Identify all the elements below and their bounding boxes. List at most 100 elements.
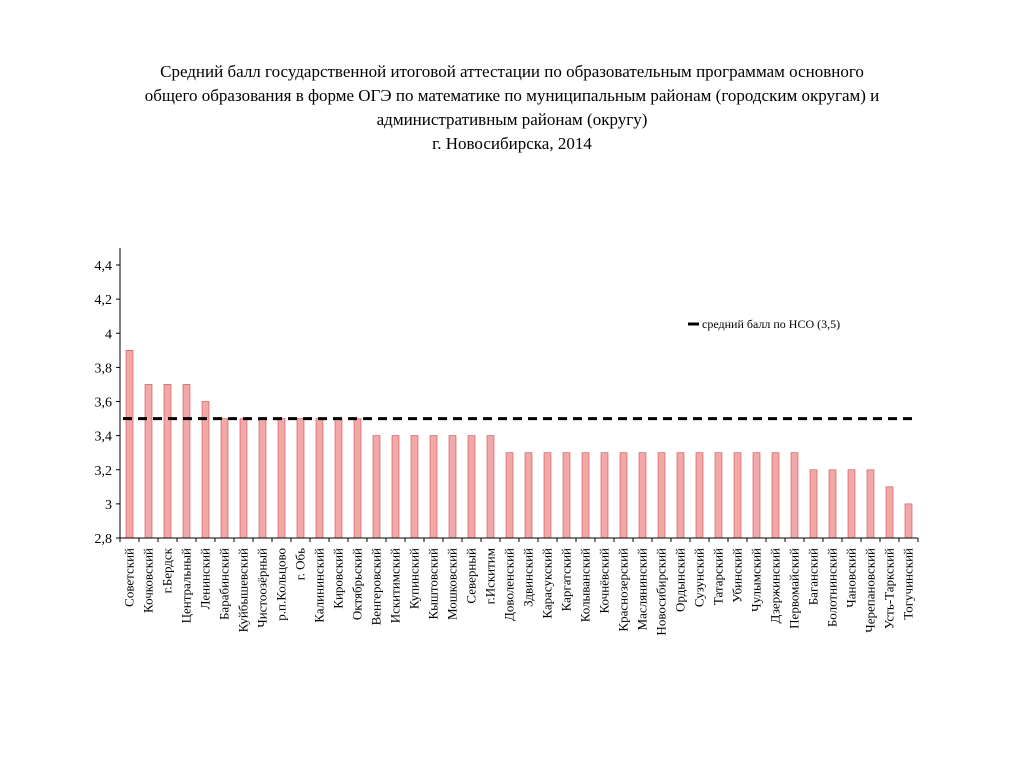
category-label: Сузунский xyxy=(692,548,707,607)
bar xyxy=(581,452,590,539)
bar xyxy=(220,418,229,539)
category-label: г.Бердск xyxy=(160,547,175,593)
bar xyxy=(790,452,799,539)
category-label: Тогучинский xyxy=(901,548,916,620)
bar xyxy=(410,435,419,539)
bars xyxy=(125,349,913,539)
category-label: Карасукский xyxy=(540,548,555,619)
axes xyxy=(116,248,919,542)
bar xyxy=(600,452,609,539)
category-label: Болотнинский xyxy=(825,548,840,627)
category-label: Кыштовский xyxy=(426,548,441,620)
bar xyxy=(657,452,666,539)
category-label: Октябрьский xyxy=(350,548,365,620)
category-label: Баганский xyxy=(806,548,821,605)
category-label: Калининский xyxy=(312,548,327,623)
category-label: Мошковский xyxy=(445,548,460,620)
category-label: Куйбышевский xyxy=(236,548,251,632)
bar xyxy=(505,452,514,539)
bar xyxy=(125,349,134,539)
bar xyxy=(239,418,248,539)
category-label: Чистоозёрный xyxy=(255,548,270,628)
category-label: Татарский xyxy=(711,548,726,605)
bar xyxy=(296,418,305,539)
category-label: Ленинский xyxy=(198,548,213,609)
category-label: г.Искитим xyxy=(483,548,498,604)
chart-title-line: г. Новосибирска, 2014 xyxy=(432,134,592,153)
y-tick-label: 3,4 xyxy=(95,430,113,445)
category-label: Ордынский xyxy=(673,548,688,612)
bar xyxy=(828,469,837,539)
category-label: г. Обь xyxy=(293,548,308,580)
category-label: Кочковский xyxy=(141,548,156,613)
category-label: Краснозерский xyxy=(616,548,631,632)
category-label: Северный xyxy=(464,548,479,604)
bar xyxy=(163,384,172,539)
bar xyxy=(258,418,267,539)
y-tick-label: 3,6 xyxy=(95,396,113,411)
bar xyxy=(353,418,362,539)
category-label: Каргатский xyxy=(559,548,574,611)
bar xyxy=(144,384,153,539)
category-label: Черепановский xyxy=(863,548,878,633)
chart-title-line: Средний балл государственной итоговой ат… xyxy=(160,62,864,81)
category-label: Центральный xyxy=(179,548,194,623)
legend: средний балл по НСО (3,5) xyxy=(688,317,840,331)
bar xyxy=(809,469,818,539)
bar xyxy=(695,452,704,539)
y-tick-label: 4 xyxy=(105,327,112,342)
category-label: Барабинский xyxy=(217,548,232,620)
category-label: Венгеровский xyxy=(369,548,384,625)
bar xyxy=(391,435,400,539)
bar xyxy=(562,452,571,539)
y-tick-label: 4,4 xyxy=(95,259,113,274)
category-label: Чановский xyxy=(844,548,859,608)
y-tick-labels: 2,8 3 3,2 3,4 3,6 3,8 4 4,2 4,4 xyxy=(95,259,113,547)
category-label: Убинский xyxy=(730,548,745,603)
bar xyxy=(372,435,381,539)
bar xyxy=(315,418,324,539)
bar xyxy=(486,435,495,539)
bar xyxy=(885,486,894,539)
category-label: Новосибирский xyxy=(654,548,669,636)
bar xyxy=(904,503,913,539)
category-label: Искитимский xyxy=(388,548,403,623)
bar xyxy=(714,452,723,539)
category-labels: Советский Кочковский г.Бердск Центральный Ле… xyxy=(122,547,916,635)
bar xyxy=(182,384,191,539)
category-label: Купинский xyxy=(407,548,422,609)
category-label: Здвинский xyxy=(521,548,536,607)
legend-label: средний балл по НСО (3,5) xyxy=(702,317,840,331)
category-label: Усть-Таркский xyxy=(882,548,897,629)
category-label: Первомайский xyxy=(787,548,802,629)
bar xyxy=(524,452,533,539)
bar xyxy=(619,452,628,539)
y-tick-label: 3 xyxy=(105,498,112,513)
category-label: Чулымский xyxy=(749,548,764,612)
category-label: Дзержинский xyxy=(768,548,783,624)
bar xyxy=(277,418,286,539)
bar xyxy=(752,452,761,539)
bar xyxy=(676,452,685,539)
category-label: Колыванский xyxy=(578,548,593,622)
chart-title-line: административным районам (округу) xyxy=(376,110,648,129)
bar xyxy=(429,435,438,539)
bar xyxy=(201,401,210,539)
bar xyxy=(638,452,647,539)
chart-title-line: общего образования в форме ОГЭ по матема… xyxy=(144,86,880,105)
bar xyxy=(448,435,457,539)
category-label: Маслянинский xyxy=(635,548,650,630)
category-label: Советский xyxy=(122,548,137,607)
y-tick-label: 2,8 xyxy=(95,532,113,547)
category-label: Кировский xyxy=(331,548,346,609)
bar xyxy=(771,452,780,539)
bar xyxy=(866,469,875,539)
bar xyxy=(847,469,856,539)
category-label: Кочнёвский xyxy=(597,548,612,614)
y-tick-label: 4,2 xyxy=(95,293,113,308)
bar xyxy=(543,452,552,539)
bar xyxy=(733,452,742,539)
category-label: Доволенский xyxy=(502,548,517,621)
bar xyxy=(467,435,476,539)
